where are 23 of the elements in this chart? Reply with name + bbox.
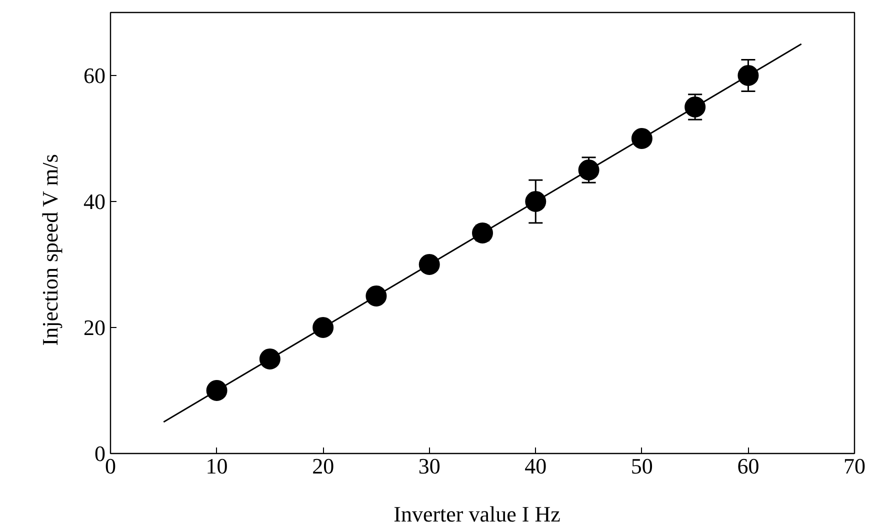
point (472, 222, 493, 244)
point (738, 65, 759, 86)
x-tick-label: 50 (630, 454, 653, 478)
point (684, 96, 706, 118)
x-axis-title: Inverter value I Hz (394, 502, 561, 526)
x-tick-label: 20 (312, 454, 334, 478)
x-tick-label: 70 (844, 454, 866, 478)
y-tick-label: 40 (84, 189, 106, 214)
x-tick-label: 30 (418, 454, 440, 478)
point (525, 191, 546, 212)
point (366, 286, 387, 306)
x-tick-label: 10 (206, 454, 228, 478)
point (578, 160, 600, 180)
point (206, 380, 228, 401)
x-tick-label: 40 (524, 454, 547, 478)
x-tick-label: 60 (737, 454, 760, 478)
point (312, 317, 334, 338)
y-axis-title: Injection speed V m/s (38, 154, 62, 346)
y-tick-label: 20 (84, 315, 106, 340)
point (418, 254, 440, 275)
point (259, 348, 280, 370)
y-tick-label: 60 (84, 63, 106, 88)
point (631, 128, 652, 149)
